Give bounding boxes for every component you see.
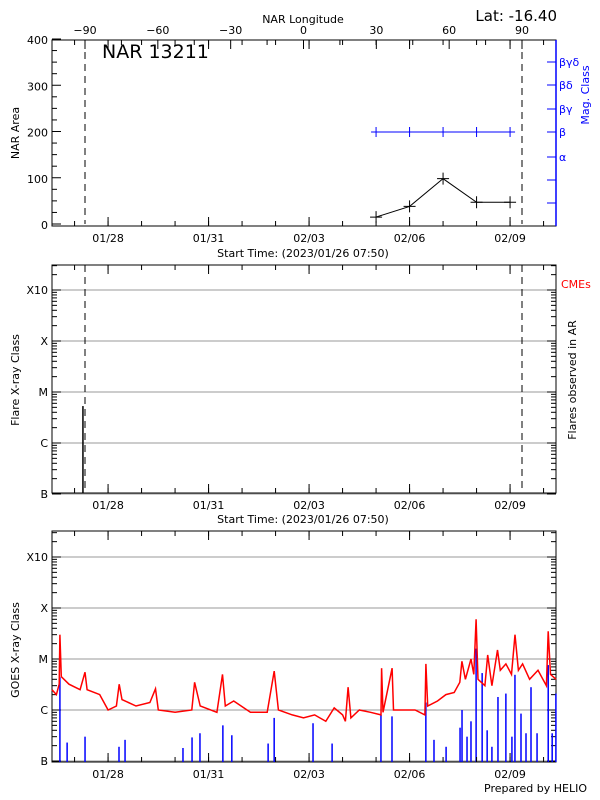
- flare-class-tick-label: C: [40, 437, 48, 450]
- goes-class-axis-label: GOES X-ray Class: [9, 602, 22, 698]
- mag-class-tick-label: β: [559, 126, 566, 139]
- area-tick-label: 0: [41, 219, 48, 232]
- flare-date-tick-label: 02/09: [494, 499, 526, 512]
- mag-class-tick-label: α: [559, 151, 566, 164]
- goes-class-tick-label: X10: [26, 551, 48, 564]
- goes-plot-frame: [51, 530, 557, 763]
- longitude-tick-label: 60: [442, 24, 456, 37]
- goes-class-tick-label: X: [40, 602, 48, 615]
- goes-date-tick-label: 01/31: [193, 768, 225, 781]
- mag-class-tick-label: βγδ: [559, 56, 580, 69]
- longitude-tick-label: 90: [515, 24, 529, 37]
- start-time-label-2: Start Time: (2023/01/26 07:50): [217, 513, 389, 526]
- start-time-label-1: Start Time: (2023/01/26 07:50): [217, 247, 389, 260]
- top-axis-label: NAR Longitude: [262, 13, 344, 26]
- longitude-tick-label: −90: [73, 24, 96, 37]
- mag-class-marker: [471, 127, 482, 137]
- flare-date-tick-label: 02/06: [394, 499, 426, 512]
- goes-date-tick-label: 01/28: [92, 768, 124, 781]
- area-date-tick-label: 02/03: [293, 232, 325, 245]
- longitude-tick-label: −60: [146, 24, 169, 37]
- goes-class-tick-label: C: [40, 704, 48, 717]
- area-axis-label: NAR Area: [9, 107, 22, 159]
- goes-long-channel-line: [51, 619, 557, 723]
- mag-class-marker: [438, 127, 449, 137]
- longitude-tick-label: −30: [219, 24, 242, 37]
- mag-class-marker: [505, 127, 516, 137]
- flare-date-tick-label: 01/28: [92, 499, 124, 512]
- area-date-tick-label: 02/09: [494, 232, 526, 245]
- flare-class-tick-label: X: [40, 335, 48, 348]
- longitude-tick-label: 30: [369, 24, 383, 37]
- goes-class-tick-label: B: [40, 755, 48, 768]
- mag-class-tick-label: βδ: [559, 79, 573, 92]
- area-tick-label: 400: [27, 34, 48, 47]
- flare-date-tick-label: 02/03: [293, 499, 325, 512]
- longitude-tick-label: 0: [300, 24, 307, 37]
- mag-class-axis-label: Mag. Class: [579, 65, 592, 124]
- goes-class-tick-label: M: [39, 653, 49, 666]
- flare-class-axis-label: Flare X-ray Class: [9, 334, 22, 426]
- area-marker: [470, 196, 483, 209]
- goes-date-tick-label: 02/03: [293, 768, 325, 781]
- goes-date-tick-label: 02/06: [394, 768, 426, 781]
- footer-credit: Prepared by HELIO: [484, 782, 587, 795]
- goes-date-tick-label: 02/09: [494, 768, 526, 781]
- flare-date-tick-label: 01/31: [193, 499, 225, 512]
- area-date-tick-label: 01/31: [193, 232, 225, 245]
- flare-class-tick-label: B: [40, 488, 48, 501]
- area-date-tick-label: 02/06: [394, 232, 426, 245]
- region-title: NAR 13211: [102, 41, 209, 63]
- area-tick-label: 300: [27, 80, 48, 93]
- area-marker: [437, 172, 450, 185]
- flare-class-tick-label: M: [39, 386, 49, 399]
- mag-class-marker: [371, 127, 382, 137]
- flares-observed-axis-label: Flares observed in AR: [566, 320, 579, 440]
- area-tick-label: 100: [27, 173, 48, 186]
- mag-class-tick-label: βγ: [559, 103, 573, 116]
- area-date-tick-label: 01/28: [92, 232, 124, 245]
- latitude-label: Lat: -16.40: [475, 7, 557, 25]
- mag-class-marker: [404, 127, 415, 137]
- area-marker: [403, 200, 416, 213]
- cme-label: CMEs: [561, 278, 591, 291]
- flare-class-tick-label: X10: [26, 284, 48, 297]
- area-tick-label: 200: [27, 127, 48, 140]
- flare-plot-frame: [51, 264, 557, 494]
- area-marker: [504, 196, 517, 209]
